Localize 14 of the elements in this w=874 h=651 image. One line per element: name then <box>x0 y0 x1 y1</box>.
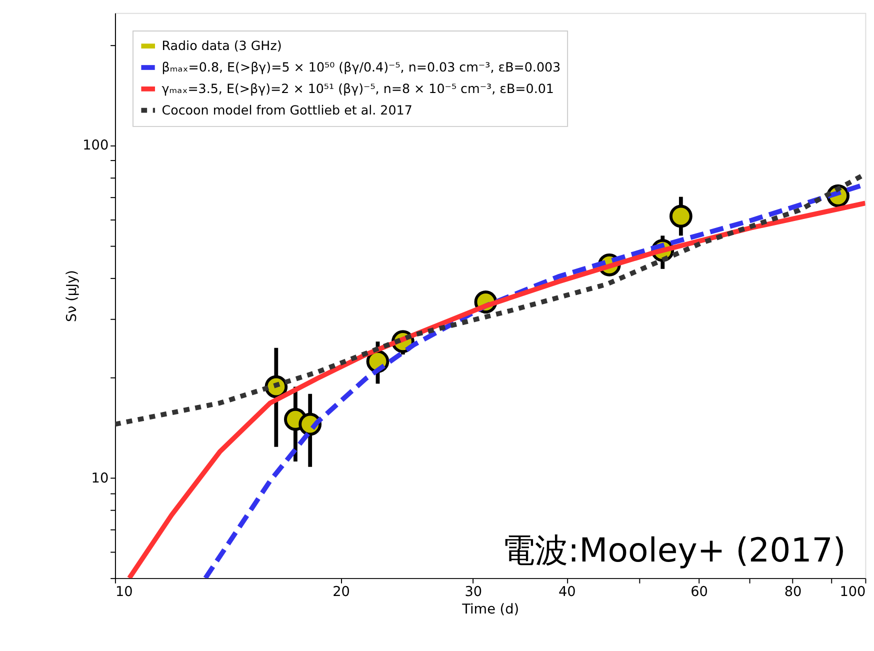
x-tick-label: 20 <box>332 584 350 600</box>
x-tick-label: 60 <box>690 584 708 600</box>
legend-label: Radio data (3 GHz) <box>162 38 282 53</box>
x-tick-label: 40 <box>558 584 576 600</box>
x-tick-label: 30 <box>464 584 482 600</box>
legend-label: γₘₐₓ=3.5, E(>βγ)=2 × 10⁵¹ (βγ)⁻⁵, n=8 × 10⁻⁵ cm⁻³, εB=0.01 <box>162 80 554 96</box>
legend-label: βₘₐₓ=0.8, E(>βγ)=5 × 10⁵⁰ (βγ/0.4)⁻⁵, n=0.03 cm⁻³, εB=0.003 <box>162 59 561 74</box>
x-tick-label: 100 <box>840 584 866 600</box>
annotation: 電波:Mooley+ (2017) <box>502 530 846 570</box>
x-tick-label: 10 <box>115 584 133 600</box>
y-axis-title: Sν (μJy) <box>64 270 80 322</box>
x-axis-title: Time (d) <box>461 602 520 618</box>
legend-label: Cocoon model from Gottlieb et al. 2017 <box>162 102 412 118</box>
x-tick-label: 80 <box>784 584 802 600</box>
